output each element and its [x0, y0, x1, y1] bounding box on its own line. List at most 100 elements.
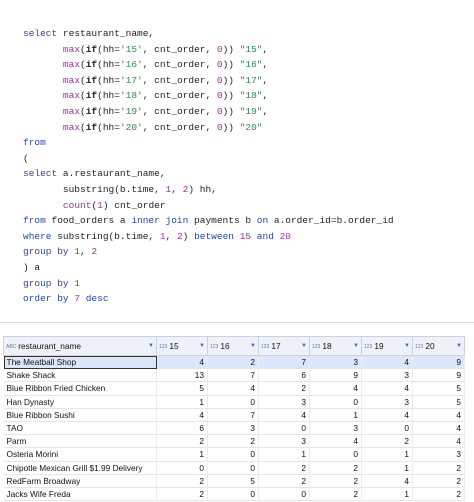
- cell[interactable]: 4: [361, 408, 413, 422]
- cell[interactable]: 3: [309, 421, 362, 436]
- cell[interactable]: 3: [258, 434, 310, 449]
- cell[interactable]: 9: [412, 368, 465, 383]
- sort-arrow[interactable]: ▼: [199, 343, 205, 349]
- cell[interactable]: 4: [156, 355, 208, 370]
- cell[interactable]: 9: [309, 368, 362, 383]
- cell[interactable]: 4: [412, 421, 465, 436]
- cell[interactable]: 5: [412, 381, 465, 396]
- cell[interactable]: 4: [412, 408, 465, 422]
- cell[interactable]: 4: [361, 355, 413, 370]
- sort-arrow[interactable]: ▼: [148, 343, 154, 349]
- cell[interactable]: 4: [309, 381, 362, 396]
- cell[interactable]: 1: [156, 395, 208, 409]
- cell[interactable]: 1: [258, 447, 310, 462]
- table-row[interactable]: Blue Ribbon Fried Chicken 5 4 2 4 4 5: [3, 381, 465, 396]
- sort-arrow[interactable]: ▼: [456, 343, 462, 349]
- cell[interactable]: Osteria Morini: [3, 447, 157, 462]
- cell[interactable]: 0: [309, 395, 362, 409]
- cell[interactable]: 0: [207, 447, 259, 462]
- table-row[interactable]: Osteria Morini 1 0 1 0 1 3: [3, 447, 465, 462]
- cell[interactable]: 2: [309, 461, 362, 475]
- cell[interactable]: 2: [309, 474, 362, 488]
- sort-arrow[interactable]: ▼: [301, 343, 307, 349]
- cell[interactable]: Chipotle Mexican Grill $1.99 Delivery: [3, 461, 157, 475]
- cell[interactable]: TAO: [3, 421, 157, 436]
- cell[interactable]: 0: [207, 487, 259, 502]
- cell[interactable]: 9: [412, 355, 465, 370]
- cell[interactable]: 6: [156, 421, 208, 436]
- table-row[interactable]: Shake Shack 13 7 6 9 3 9: [3, 368, 465, 383]
- cell[interactable]: 3: [258, 395, 310, 409]
- cell[interactable]: 3: [412, 447, 465, 462]
- column-header[interactable]: 123 18 ▼: [309, 336, 362, 356]
- cell[interactable]: 2: [361, 434, 413, 449]
- column-header[interactable]: ABC restaurant_name ▼: [3, 336, 157, 356]
- cell[interactable]: 5: [156, 381, 208, 396]
- cell[interactable]: 4: [361, 474, 413, 488]
- cell[interactable]: 2: [207, 355, 259, 370]
- cell[interactable]: 1: [361, 487, 413, 502]
- cell[interactable]: 5: [412, 395, 465, 409]
- cell[interactable]: 3: [207, 421, 259, 436]
- cell[interactable]: 2: [412, 474, 465, 488]
- cell[interactable]: 0: [258, 487, 310, 502]
- cell[interactable]: RedFarm Broadway: [3, 474, 157, 488]
- cell[interactable]: 1: [309, 408, 362, 422]
- cell[interactable]: 4: [361, 381, 413, 396]
- column-header[interactable]: 123 15 ▼: [156, 336, 208, 356]
- cell[interactable]: 4: [309, 434, 362, 449]
- table-row[interactable]: Blue Ribbon Sushi 4 7 4 1 4 4: [3, 408, 465, 422]
- cell[interactable]: Jacks Wife Freda: [3, 487, 157, 502]
- cell[interactable]: 6: [258, 368, 310, 383]
- cell[interactable]: 3: [361, 395, 413, 409]
- cell[interactable]: 0: [361, 421, 413, 436]
- cell[interactable]: 3: [309, 355, 362, 370]
- sort-arrow[interactable]: ▼: [353, 343, 359, 349]
- cell[interactable]: 2: [412, 487, 465, 502]
- cell[interactable]: 4: [156, 408, 208, 422]
- cell[interactable]: 2: [309, 487, 362, 502]
- table-row[interactable]: Han Dynasty 1 0 3 0 3 5: [3, 395, 465, 409]
- cell[interactable]: 1: [361, 447, 413, 462]
- cell[interactable]: The Meatball Shop: [3, 355, 157, 370]
- sort-arrow[interactable]: ▼: [250, 343, 256, 349]
- cell[interactable]: 2: [258, 461, 310, 475]
- cell[interactable]: 1: [156, 447, 208, 462]
- table-row[interactable]: Parm 2 2 3 4 2 4: [3, 434, 465, 449]
- table-row[interactable]: Jacks Wife Freda 2 0 0 2 1 2: [3, 487, 465, 502]
- sort-arrow[interactable]: ▼: [404, 343, 410, 349]
- table-row[interactable]: RedFarm Broadway 2 5 2 2 4 2: [3, 474, 465, 488]
- cell[interactable]: 5: [207, 474, 259, 488]
- cell[interactable]: Shake Shack: [3, 368, 157, 383]
- cell[interactable]: 4: [412, 434, 465, 449]
- column-header[interactable]: 123 16 ▼: [207, 336, 259, 356]
- cell[interactable]: 2: [258, 474, 310, 488]
- table-row[interactable]: The Meatball Shop 4 2 7 3 4 9: [3, 355, 465, 370]
- cell[interactable]: 2: [156, 434, 208, 449]
- cell[interactable]: 2: [156, 474, 208, 488]
- cell[interactable]: 7: [207, 408, 259, 422]
- table-row[interactable]: Chipotle Mexican Grill $1.99 Delivery 0 0 2…: [3, 461, 465, 475]
- cell[interactable]: 0: [258, 421, 310, 436]
- cell[interactable]: Blue Ribbon Sushi: [3, 408, 157, 422]
- cell[interactable]: 2: [156, 487, 208, 502]
- column-header[interactable]: 123 19 ▼: [361, 336, 413, 356]
- cell[interactable]: 2: [207, 434, 259, 449]
- column-header[interactable]: 123 20 ▼: [412, 336, 465, 356]
- sql-editor[interactable]: select restaurant_name, max(if(hh='15', …: [23, 26, 394, 307]
- cell[interactable]: 2: [258, 381, 310, 396]
- cell[interactable]: Blue Ribbon Fried Chicken: [3, 381, 157, 396]
- cell[interactable]: 0: [156, 461, 208, 475]
- cell[interactable]: Parm: [3, 434, 157, 449]
- cell[interactable]: 0: [207, 461, 259, 475]
- cell[interactable]: 4: [207, 381, 259, 396]
- cell[interactable]: 0: [207, 395, 259, 409]
- cell[interactable]: 13: [156, 368, 208, 383]
- cell[interactable]: 1: [361, 461, 413, 475]
- cell[interactable]: 3: [361, 368, 413, 383]
- table-row[interactable]: TAO 6 3 0 3 0 4: [3, 421, 465, 436]
- cell[interactable]: Han Dynasty: [3, 395, 157, 409]
- cell[interactable]: 7: [258, 355, 310, 370]
- cell[interactable]: 2: [412, 461, 465, 475]
- column-header[interactable]: 123 17 ▼: [258, 336, 310, 356]
